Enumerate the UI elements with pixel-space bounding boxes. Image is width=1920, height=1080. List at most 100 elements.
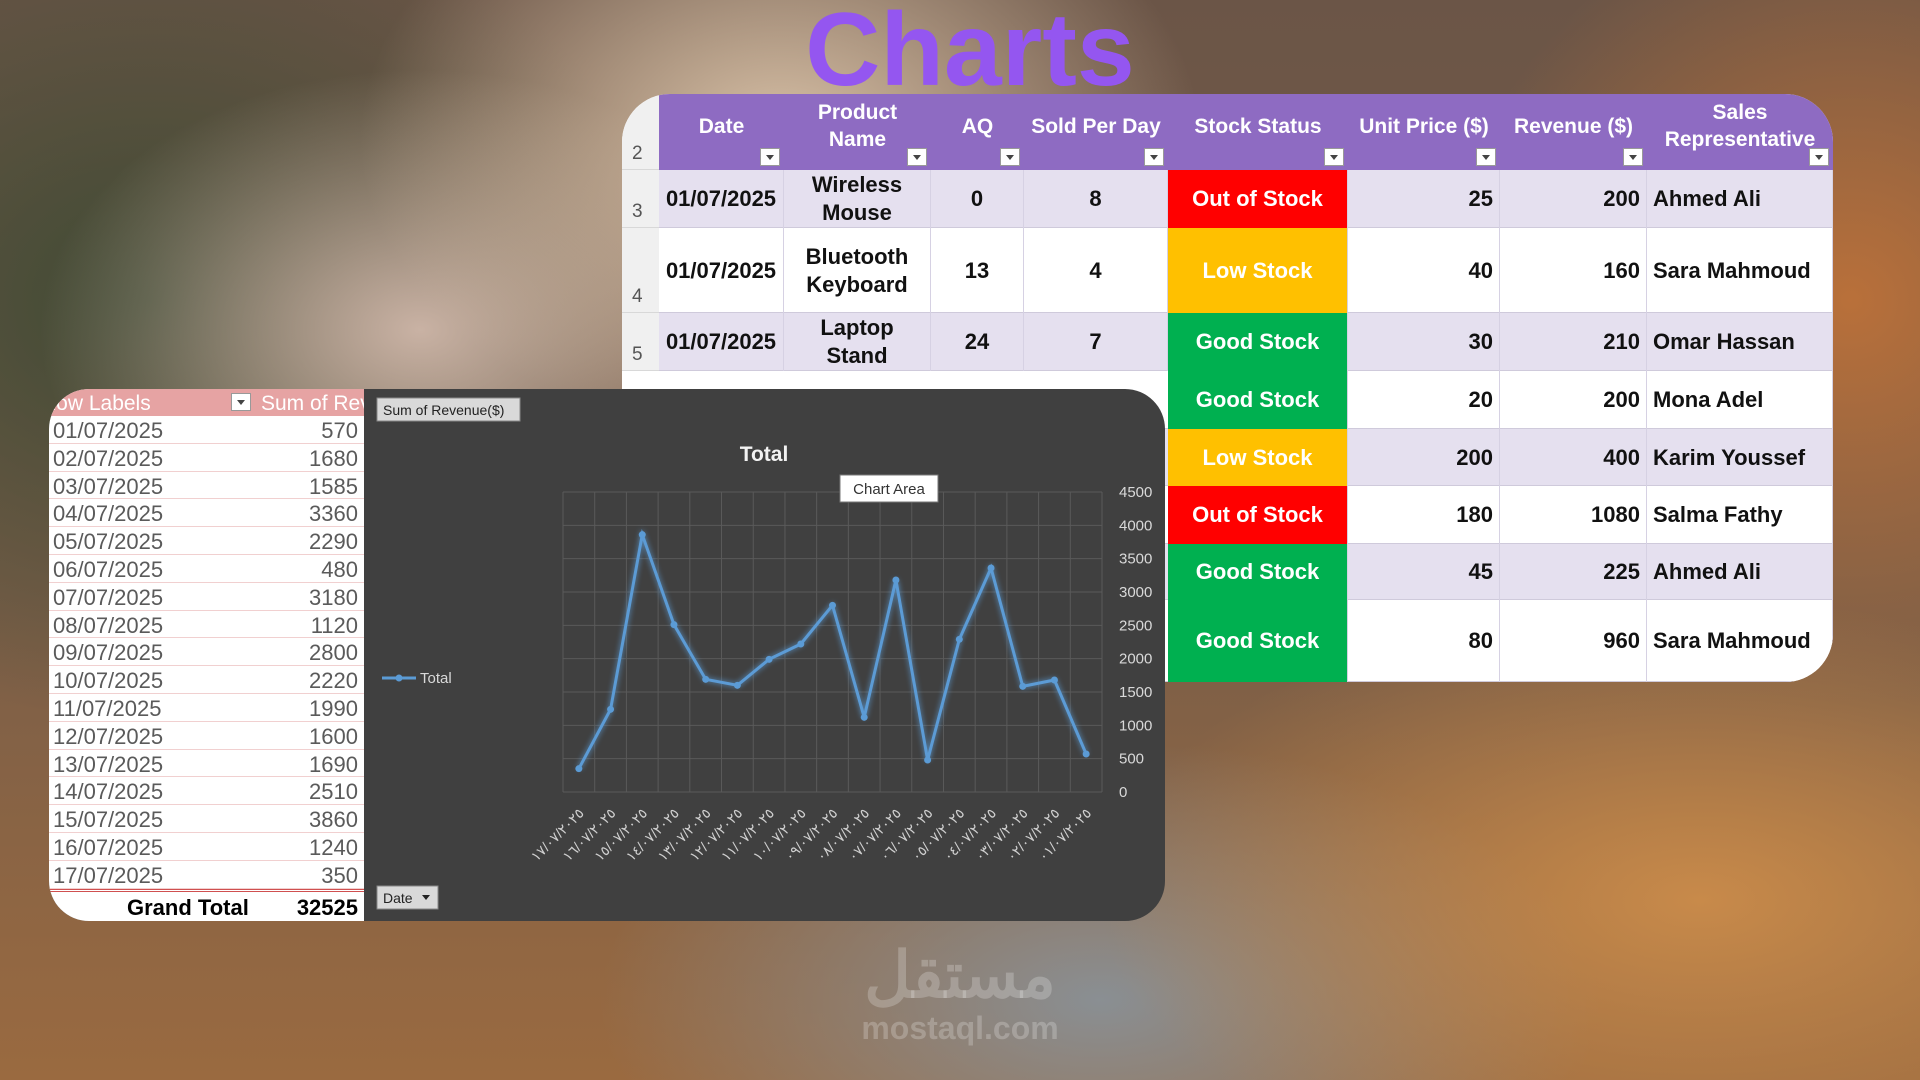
pivot-row: 03/07/2025 1585 xyxy=(49,472,364,500)
y-tick-label: 500 xyxy=(1119,751,1144,768)
filter-button[interactable] xyxy=(907,148,927,166)
sales-rep: Mona Adel xyxy=(1647,371,1833,429)
pivot-value: 480 xyxy=(321,557,358,582)
revenue: 200 xyxy=(1500,371,1647,429)
product: Laptop Stand xyxy=(784,313,931,371)
revenue: 960 xyxy=(1500,600,1647,682)
aq: 13 xyxy=(931,228,1024,313)
pivot-value: 570 xyxy=(321,418,358,443)
unit-price: 25 xyxy=(1348,170,1500,228)
pivot-value: 1680 xyxy=(309,445,358,471)
line xyxy=(577,528,1088,770)
marker xyxy=(765,655,773,663)
marker xyxy=(1082,750,1090,758)
pivot-value: 2290 xyxy=(309,529,358,555)
pivot-value: 350 xyxy=(321,862,358,888)
unit-price: 45 xyxy=(1348,544,1500,600)
y-tick-label: 2500 xyxy=(1119,617,1152,634)
y-tick-label: 2000 xyxy=(1119,651,1152,668)
pivot-row: 08/07/2025 1120 xyxy=(49,611,364,639)
axis-field-button-label: Date xyxy=(383,890,413,906)
pivot-date: 06/07/2025 xyxy=(53,557,164,582)
pivot-header: Row Labels Sum of Revenue($) xyxy=(49,389,364,416)
pivot-value: 3860 xyxy=(309,807,358,833)
pivot-value: 3360 xyxy=(309,501,358,527)
filter-button[interactable] xyxy=(231,393,251,411)
pivot-date: 10/07/2025 xyxy=(53,668,164,694)
tooltip xyxy=(839,474,939,503)
pivot-header-label: Row Labels xyxy=(49,392,151,415)
revenue: 225 xyxy=(1500,544,1647,600)
chart-title: Total xyxy=(740,443,789,466)
unit-price: 20 xyxy=(1348,371,1500,429)
y-tick-label: 4500 xyxy=(1119,484,1152,501)
stock-status: Out of Stock xyxy=(1168,170,1348,228)
tooltip-label: Chart Area xyxy=(853,481,925,498)
filter-button[interactable] xyxy=(1476,148,1496,166)
revenue: 1080 xyxy=(1500,486,1647,544)
sales-rep: Sara Mahmoud xyxy=(1647,600,1833,682)
pivot-value: 2800 xyxy=(309,640,358,666)
pivot-row: 10/07/2025 2220 xyxy=(49,666,364,694)
pivot-row: 13/07/2025 1690 xyxy=(49,750,364,778)
filter-button[interactable] xyxy=(1000,148,1020,166)
marker xyxy=(733,681,741,689)
grand-total-value: 32525 xyxy=(296,894,358,920)
legend-marker xyxy=(395,674,403,682)
pivot-row: 09/07/2025 2800 xyxy=(49,638,364,667)
sold-per-day: 4 xyxy=(1024,228,1168,313)
pivot-date: 09/07/2025 xyxy=(53,640,164,666)
filter-button[interactable] xyxy=(1623,148,1643,166)
pivot-value: 2510 xyxy=(309,779,358,805)
legend-label: Total xyxy=(420,670,452,687)
aq: 24 xyxy=(931,313,1024,371)
marker xyxy=(1050,676,1058,684)
pivot-row: 16/07/2025 1240 xyxy=(49,833,364,861)
marker xyxy=(892,576,900,584)
date: 01/07/2025 xyxy=(659,228,784,313)
pivot-date: 04/07/2025 xyxy=(53,501,164,527)
value-field-button-label: Sum of Revenue($) xyxy=(383,402,504,418)
filter-button[interactable] xyxy=(1324,148,1344,166)
pivot-table: Row Labels Sum of Revenue($) 01/07/2025 570… xyxy=(49,389,364,921)
pivot-row: 11/07/2025 1990 xyxy=(49,694,364,722)
pivot-header-label: Sum of Revenue($) xyxy=(261,392,364,415)
grand-total-row: Grand Total 32525 xyxy=(49,888,364,921)
column-header: Product Name xyxy=(784,94,931,170)
sales-rep: Ahmed Ali xyxy=(1647,170,1833,228)
revenue: 200 xyxy=(1500,170,1647,228)
marker xyxy=(1019,682,1027,690)
chart: Total 0 500 1000 1500 2000 2500 3000 3500 4000 450… xyxy=(376,397,1152,910)
pivot-value: 1990 xyxy=(309,696,358,721)
data-table: 2 Date Product Name AQ Sold Per Day Stock Sta… xyxy=(622,94,1833,682)
unit-price: 30 xyxy=(1348,313,1500,371)
revenue: 400 xyxy=(1500,429,1647,486)
marker xyxy=(702,675,710,683)
pivot-date: 05/07/2025 xyxy=(53,529,164,555)
filter-button[interactable] xyxy=(1144,148,1164,166)
watermark: مستقل mostaql.com xyxy=(760,940,1160,1046)
pivot-panel: Row Labels Sum of Revenue($) 01/07/2025 570… xyxy=(49,389,1165,921)
value-field-button[interactable] xyxy=(376,397,521,422)
marker xyxy=(797,640,805,648)
pivot-row: 17/07/2025 350 xyxy=(49,861,364,889)
filter-button[interactable] xyxy=(760,148,780,166)
pivot-row: 06/07/2025 480 xyxy=(49,555,364,583)
column-header: Stock Status xyxy=(1168,94,1348,170)
y-tick-label: 3500 xyxy=(1119,551,1152,568)
row-number: 2 xyxy=(622,94,659,170)
pivot-value: 1585 xyxy=(309,473,358,499)
stock-status: Out of Stock xyxy=(1168,486,1348,544)
pivot-date: 12/07/2025 xyxy=(53,723,164,749)
pivot-date: 01/07/2025 xyxy=(53,418,164,443)
product: Bluetooth Keyboard xyxy=(784,228,931,313)
marker xyxy=(670,621,678,629)
date: 01/07/2025 xyxy=(659,313,784,371)
filter-button[interactable] xyxy=(1809,148,1829,166)
axis-field-button[interactable] xyxy=(376,885,439,910)
marker xyxy=(987,564,995,572)
stock-status: Good Stock xyxy=(1168,544,1348,600)
pivot-row: 12/07/2025 1600 xyxy=(49,722,364,750)
pivot-date: 11/07/2025 xyxy=(53,696,162,721)
